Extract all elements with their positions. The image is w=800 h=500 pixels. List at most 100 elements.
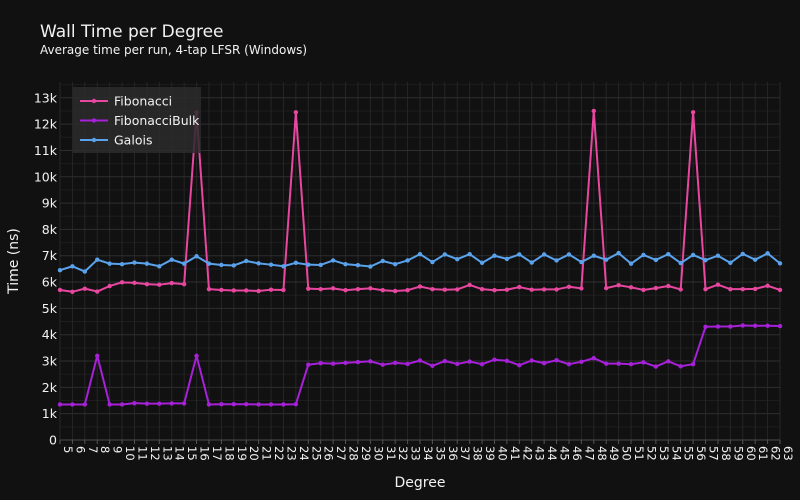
legend-item-fibonacci[interactable]: Fibonacci	[80, 94, 172, 109]
data-point-fibonacci	[405, 288, 410, 293]
data-point-galois	[541, 252, 547, 257]
data-point-fibonaccibulk	[95, 353, 100, 358]
data-point-galois	[554, 258, 559, 263]
x-tick-label: 29	[359, 446, 373, 461]
data-point-fibonaccibulk	[591, 355, 596, 361]
y-tick-label: 4k	[42, 327, 58, 342]
series-fibonacci	[57, 108, 783, 294]
data-point-fibonaccibulk	[430, 363, 435, 368]
x-tick-label: 31	[384, 446, 398, 461]
data-point-galois	[666, 251, 671, 257]
data-point-fibonacci	[628, 285, 634, 290]
x-tick-label: 26	[322, 446, 336, 461]
x-tick-label: 59	[731, 446, 745, 461]
data-point-galois	[703, 258, 708, 263]
data-point-fibonacci	[380, 288, 385, 293]
data-point-fibonacci	[579, 286, 584, 291]
data-point-fibonaccibulk	[616, 361, 621, 366]
chart-subtitle: Average time per run, 4-tap LFSR (Window…	[40, 43, 308, 57]
series-group	[57, 108, 783, 407]
data-point-fibonacci	[119, 280, 125, 285]
x-tick-label: 35	[433, 446, 447, 461]
data-point-fibonaccibulk	[343, 360, 348, 366]
data-point-fibonaccibulk	[306, 362, 311, 367]
x-tick-label: 10	[123, 446, 137, 461]
legend-marker	[91, 98, 97, 104]
y-tick-label: 6k	[42, 275, 58, 290]
y-tick-label: 13k	[34, 90, 58, 105]
legend-label: Fibonacci	[114, 94, 172, 109]
data-point-fibonaccibulk	[715, 324, 721, 329]
x-tick-label: 42	[520, 446, 534, 461]
data-point-galois	[169, 257, 174, 262]
data-point-fibonacci	[70, 289, 75, 294]
data-point-galois	[206, 261, 212, 266]
data-point-fibonaccibulk	[231, 402, 236, 407]
chart-title: Wall Time per Degree	[40, 22, 224, 42]
data-point-fibonacci	[330, 286, 336, 291]
series-galois	[57, 250, 783, 274]
data-point-fibonaccibulk	[268, 402, 274, 407]
x-tick-label: 58	[719, 446, 733, 461]
data-point-fibonaccibulk	[194, 353, 199, 358]
legend-item-galois[interactable]: Galois	[80, 133, 152, 148]
data-point-galois	[641, 252, 646, 258]
x-tick-label: 30	[371, 446, 385, 461]
data-point-fibonacci	[666, 283, 671, 289]
data-point-galois	[765, 251, 770, 256]
data-point-galois	[728, 260, 733, 266]
data-point-galois	[219, 262, 224, 268]
data-point-galois	[529, 260, 534, 265]
data-point-fibonaccibulk	[181, 401, 187, 406]
data-point-fibonacci	[604, 285, 609, 291]
x-tick-label: 38	[471, 446, 485, 461]
x-tick-label: 61	[756, 446, 770, 461]
data-point-fibonacci	[504, 287, 510, 292]
data-point-fibonacci	[181, 281, 187, 287]
data-point-fibonaccibulk	[541, 360, 547, 366]
x-tick-label: 24	[297, 446, 311, 461]
x-tick-label: 55	[682, 446, 696, 461]
data-point-fibonaccibulk	[144, 401, 150, 406]
data-point-galois	[256, 261, 261, 266]
data-point-fibonaccibulk	[554, 358, 559, 363]
data-point-fibonaccibulk	[666, 359, 671, 364]
data-point-galois	[740, 251, 745, 257]
x-tick-label: 32	[396, 446, 410, 461]
legend[interactable]: Fibonacci FibonacciBulk Galois	[73, 87, 201, 153]
data-point-fibonaccibulk	[442, 358, 448, 364]
x-tick-label: 50	[620, 446, 634, 461]
legend-item-fibonaccibulk[interactable]: FibonacciBulk	[80, 113, 200, 128]
data-point-fibonaccibulk	[566, 361, 572, 367]
data-point-fibonaccibulk	[641, 360, 646, 365]
data-point-fibonacci	[777, 287, 783, 293]
x-tick-label: 14	[173, 446, 187, 461]
data-point-galois	[417, 251, 423, 257]
data-point-galois	[107, 261, 112, 266]
data-point-fibonaccibulk	[479, 361, 485, 367]
data-point-fibonaccibulk	[405, 361, 410, 367]
data-point-fibonaccibulk	[467, 359, 472, 364]
data-point-galois	[231, 263, 236, 268]
x-tick-label: 57	[707, 446, 721, 461]
data-point-galois	[430, 259, 435, 265]
data-point-fibonaccibulk	[70, 402, 75, 407]
data-point-fibonacci	[430, 286, 435, 292]
x-tick-label: 37	[458, 446, 472, 461]
x-tick-label: 46	[570, 446, 584, 461]
data-point-fibonaccibulk	[57, 402, 63, 407]
data-point-fibonacci	[703, 286, 708, 292]
x-tick-label: 44	[545, 446, 559, 461]
y-tick-label: 12k	[34, 117, 58, 132]
y-tick-label: 10k	[34, 169, 58, 184]
data-point-fibonacci	[318, 286, 323, 292]
x-tick-label: 11	[135, 446, 149, 461]
data-point-fibonacci	[169, 280, 174, 286]
y-tick-label: 5k	[42, 301, 58, 316]
x-tick-label: 39	[483, 446, 497, 461]
data-point-galois	[194, 254, 199, 259]
data-point-fibonacci	[529, 287, 534, 292]
x-axis-label: Degree	[395, 475, 446, 491]
data-point-galois	[355, 263, 361, 268]
data-point-galois	[579, 259, 584, 265]
